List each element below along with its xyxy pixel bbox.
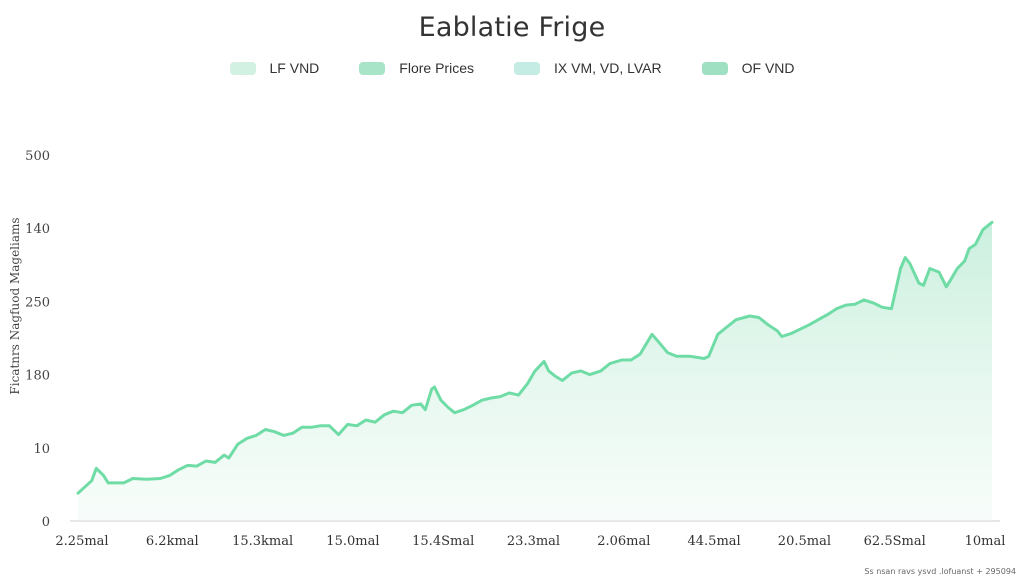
legend-swatch bbox=[513, 61, 540, 75]
y-tick-label: 140 bbox=[25, 222, 50, 237]
x-tick-label: 23.3mal bbox=[507, 534, 560, 549]
x-tick-label: 20.5mal bbox=[778, 534, 831, 549]
x-tick-label: 15.3kmal bbox=[232, 534, 293, 549]
legend-label: Flore Prices bbox=[399, 60, 474, 76]
y-tick-label: 10 bbox=[33, 442, 50, 457]
y-tick-label: 0 bbox=[42, 515, 50, 530]
x-tick-label: 2.06mal bbox=[597, 534, 650, 549]
x-tick-label: 2.25mal bbox=[55, 534, 108, 549]
legend-label: OF VND bbox=[741, 60, 795, 76]
legend-label: LF VND bbox=[269, 60, 320, 76]
legend-item[interactable]: OF VND bbox=[701, 60, 795, 76]
legend-item[interactable]: Flore Prices bbox=[359, 60, 474, 76]
x-tick-label: 6.2kmal bbox=[146, 534, 199, 549]
y-tick-label: 500 bbox=[25, 149, 50, 164]
legend-item[interactable]: IX VM, VD, LVAR bbox=[513, 60, 662, 76]
x-tick-label: 10mal bbox=[965, 534, 1006, 549]
x-tick-label: 15.0mal bbox=[326, 534, 379, 549]
legend-swatch bbox=[701, 61, 728, 75]
x-ticks: 2.25mal 6.2kmal 15.3kmal 15.0mal 15.4Smal 23.… bbox=[55, 534, 1005, 549]
x-tick-label: 15.4Smal bbox=[412, 534, 474, 549]
legend-swatch bbox=[359, 61, 386, 75]
legend-item[interactable]: LF VND bbox=[229, 60, 320, 76]
legend-label: IX VM, VD, LVAR bbox=[553, 60, 662, 76]
y-tick-label: 180 bbox=[25, 369, 50, 384]
legend: LF VND Flore Prices IX VM, VD, LVAR OF V… bbox=[0, 60, 1024, 76]
y-ticks: 0 10 180 250 140 500 bbox=[25, 149, 50, 530]
x-tick-label: 62.5Smal bbox=[864, 534, 926, 549]
y-tick-label: 250 bbox=[25, 295, 50, 310]
legend-swatch bbox=[229, 61, 256, 75]
series-line bbox=[76, 220, 994, 495]
x-tick-label: 44.5mal bbox=[688, 534, 741, 549]
chart-title: Eablatie Frige bbox=[418, 12, 606, 43]
source-note: Ss nsan ravs ysvd .lofuanst + 295094 bbox=[864, 567, 1016, 576]
